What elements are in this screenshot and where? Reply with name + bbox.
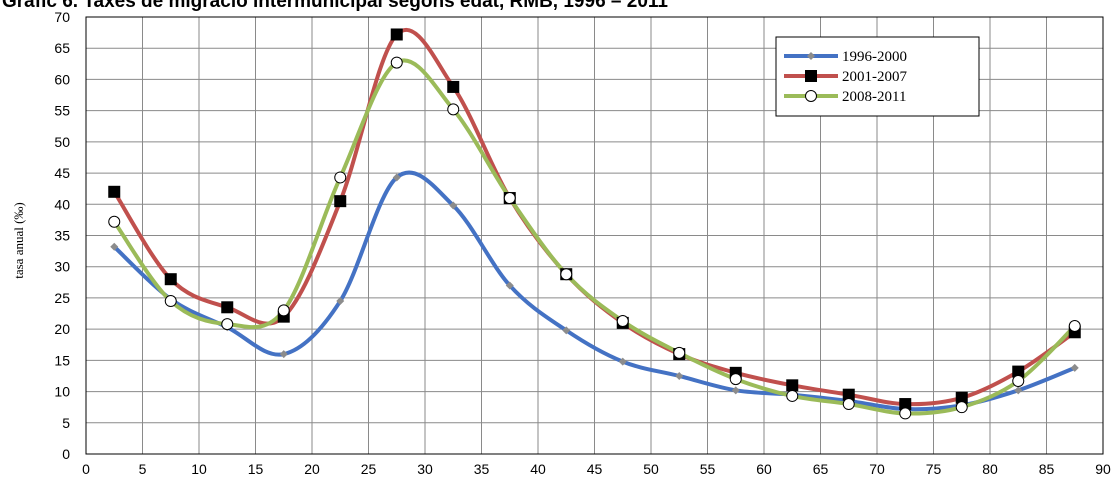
legend-label-2008-2011: 2008-2011 — [842, 89, 906, 105]
data-point-2001-2007 — [786, 379, 799, 392]
data-point-2001-2007 — [842, 388, 855, 401]
data-point-1996-2000 — [1014, 386, 1023, 395]
data-point-2001-2007 — [899, 398, 912, 411]
x-tick-label: 40 — [530, 461, 546, 477]
y-tick-label: 10 — [54, 384, 70, 400]
data-point-1996-2000 — [1070, 363, 1079, 372]
data-point-2008-2011 — [560, 268, 573, 281]
series-markers — [108, 28, 1081, 420]
x-tick-label: 85 — [1039, 461, 1055, 477]
data-point-1996-2000 — [731, 386, 740, 395]
x-tick-label: 65 — [813, 461, 829, 477]
plot-frame — [85, 16, 1104, 455]
y-tick-label: 20 — [54, 321, 70, 337]
x-tick-label: 5 — [139, 461, 147, 477]
x-tick-label: 55 — [700, 461, 716, 477]
x-tick-label: 90 — [1095, 461, 1111, 477]
data-point-1996-2000 — [110, 242, 119, 251]
data-point-2001-2007 — [955, 391, 968, 404]
data-point-2001-2007 — [221, 301, 234, 314]
data-point-2008-2011 — [616, 315, 629, 328]
data-point-2008-2011 — [221, 318, 234, 331]
y-tick-label: 15 — [54, 352, 70, 368]
data-point-2008-2011 — [673, 346, 686, 359]
data-point-2001-2007 — [334, 195, 347, 208]
x-tick-label: 10 — [191, 461, 207, 477]
y-tick-label: 40 — [54, 196, 70, 212]
data-point-2008-2011 — [390, 56, 403, 69]
y-tick-label: 35 — [54, 228, 70, 244]
x-tick-label: 35 — [474, 461, 490, 477]
data-point-1996-2000 — [392, 173, 401, 182]
x-tick-label: 25 — [361, 461, 377, 477]
legend: 1996-2000 2001-2007 2008-2011 — [775, 36, 980, 117]
x-tick-label: 75 — [926, 461, 942, 477]
y-axis-ticks: 0 5 10 15 20 25 30 35 40 45 50 55 60 65 70 — [54, 9, 70, 462]
data-point-2008-2011 — [503, 192, 516, 205]
x-tick-label: 45 — [587, 461, 603, 477]
data-point-2001-2007 — [1012, 365, 1025, 378]
data-point-2008-2011 — [108, 215, 121, 228]
y-tick-label: 55 — [54, 103, 70, 119]
x-tick-label: 15 — [248, 461, 264, 477]
y-axis-label: tasa anual (‰) — [11, 202, 26, 279]
data-point-1996-2000 — [675, 371, 684, 380]
x-tick-label: 20 — [304, 461, 320, 477]
y-tick-label: 65 — [54, 40, 70, 56]
x-tick-label: 50 — [643, 461, 659, 477]
data-point-1996-2000 — [618, 357, 627, 366]
data-point-2008-2011 — [729, 373, 742, 386]
legend-label-2001-2007: 2001-2007 — [842, 69, 907, 85]
chart-title: Gràfic 6. Taxes de migració intermunicip… — [2, 0, 668, 12]
data-point-2008-2011 — [334, 171, 347, 184]
legend-marker-1996-2000 — [807, 52, 815, 60]
y-tick-label: 50 — [54, 134, 70, 150]
data-point-2008-2011 — [955, 401, 968, 414]
y-tick-label: 25 — [54, 290, 70, 306]
y-tick-label: 0 — [62, 446, 70, 462]
y-tick-label: 45 — [54, 165, 70, 181]
y-tick-label: 5 — [62, 415, 70, 431]
data-point-1996-2000 — [505, 281, 514, 290]
data-point-2008-2011 — [277, 304, 290, 317]
data-point-2001-2007 — [447, 80, 460, 93]
legend-marker-2008-2011 — [805, 90, 817, 102]
data-point-2001-2007 — [164, 273, 177, 286]
y-tick-label: 70 — [54, 9, 70, 25]
legend-marker-2001-2007 — [805, 70, 817, 82]
data-point-1996-2000 — [562, 326, 571, 335]
y-tick-label: 30 — [54, 259, 70, 275]
data-point-2008-2011 — [1012, 374, 1025, 387]
x-tick-label: 70 — [869, 461, 885, 477]
data-point-2008-2011 — [164, 295, 177, 308]
data-point-1996-2000 — [336, 297, 345, 306]
gridlines — [85, 16, 1104, 455]
y-tick-label: 60 — [54, 71, 70, 87]
data-point-2008-2011 — [899, 407, 912, 420]
data-point-2001-2007 — [390, 28, 403, 41]
data-point-1996-2000 — [279, 350, 288, 359]
x-tick-label: 80 — [982, 461, 998, 477]
data-point-1996-2000 — [449, 201, 458, 210]
data-point-2008-2011 — [447, 103, 460, 116]
data-point-2008-2011 — [842, 398, 855, 411]
x-axis-ticks: 0 5 10 15 20 25 30 35 40 45 50 55 60 65 70 75 80 85 90 — [82, 461, 1111, 477]
data-point-2008-2011 — [1068, 320, 1081, 333]
x-tick-label: 30 — [417, 461, 433, 477]
data-point-2001-2007 — [108, 185, 121, 198]
legend-label-1996-2000: 1996-2000 — [842, 49, 907, 65]
x-tick-label: 0 — [82, 461, 90, 477]
x-tick-label: 60 — [756, 461, 772, 477]
data-point-2008-2011 — [786, 389, 799, 402]
